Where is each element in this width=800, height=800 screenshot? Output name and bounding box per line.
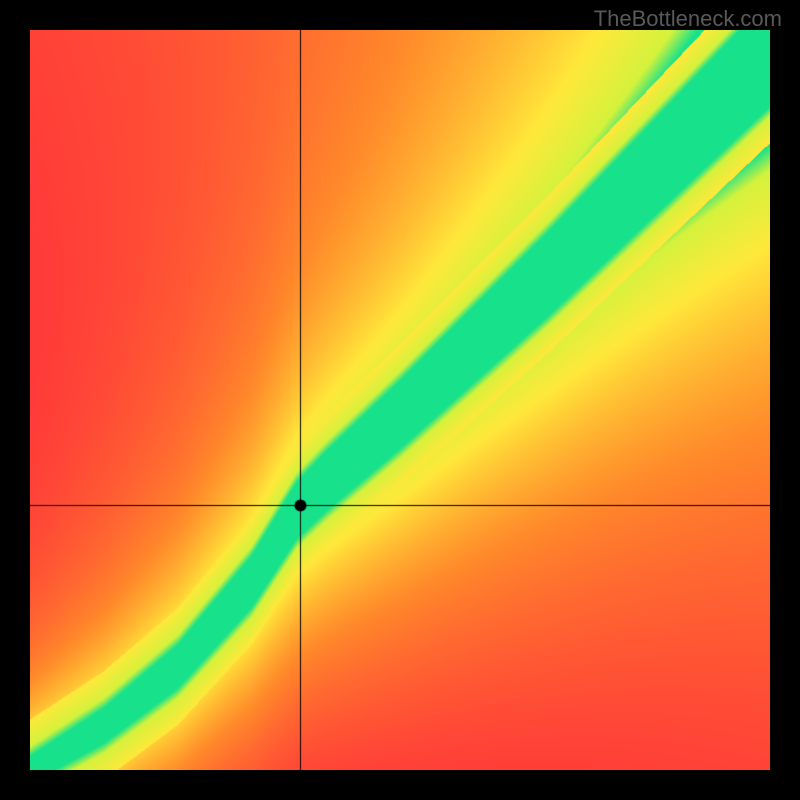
heatmap-canvas [30,30,770,770]
frame-right [770,0,800,800]
watermark-text: TheBottleneck.com [594,6,782,32]
chart-wrapper: TheBottleneck.com [0,0,800,800]
frame-left [0,0,30,800]
frame-bottom [0,770,800,800]
